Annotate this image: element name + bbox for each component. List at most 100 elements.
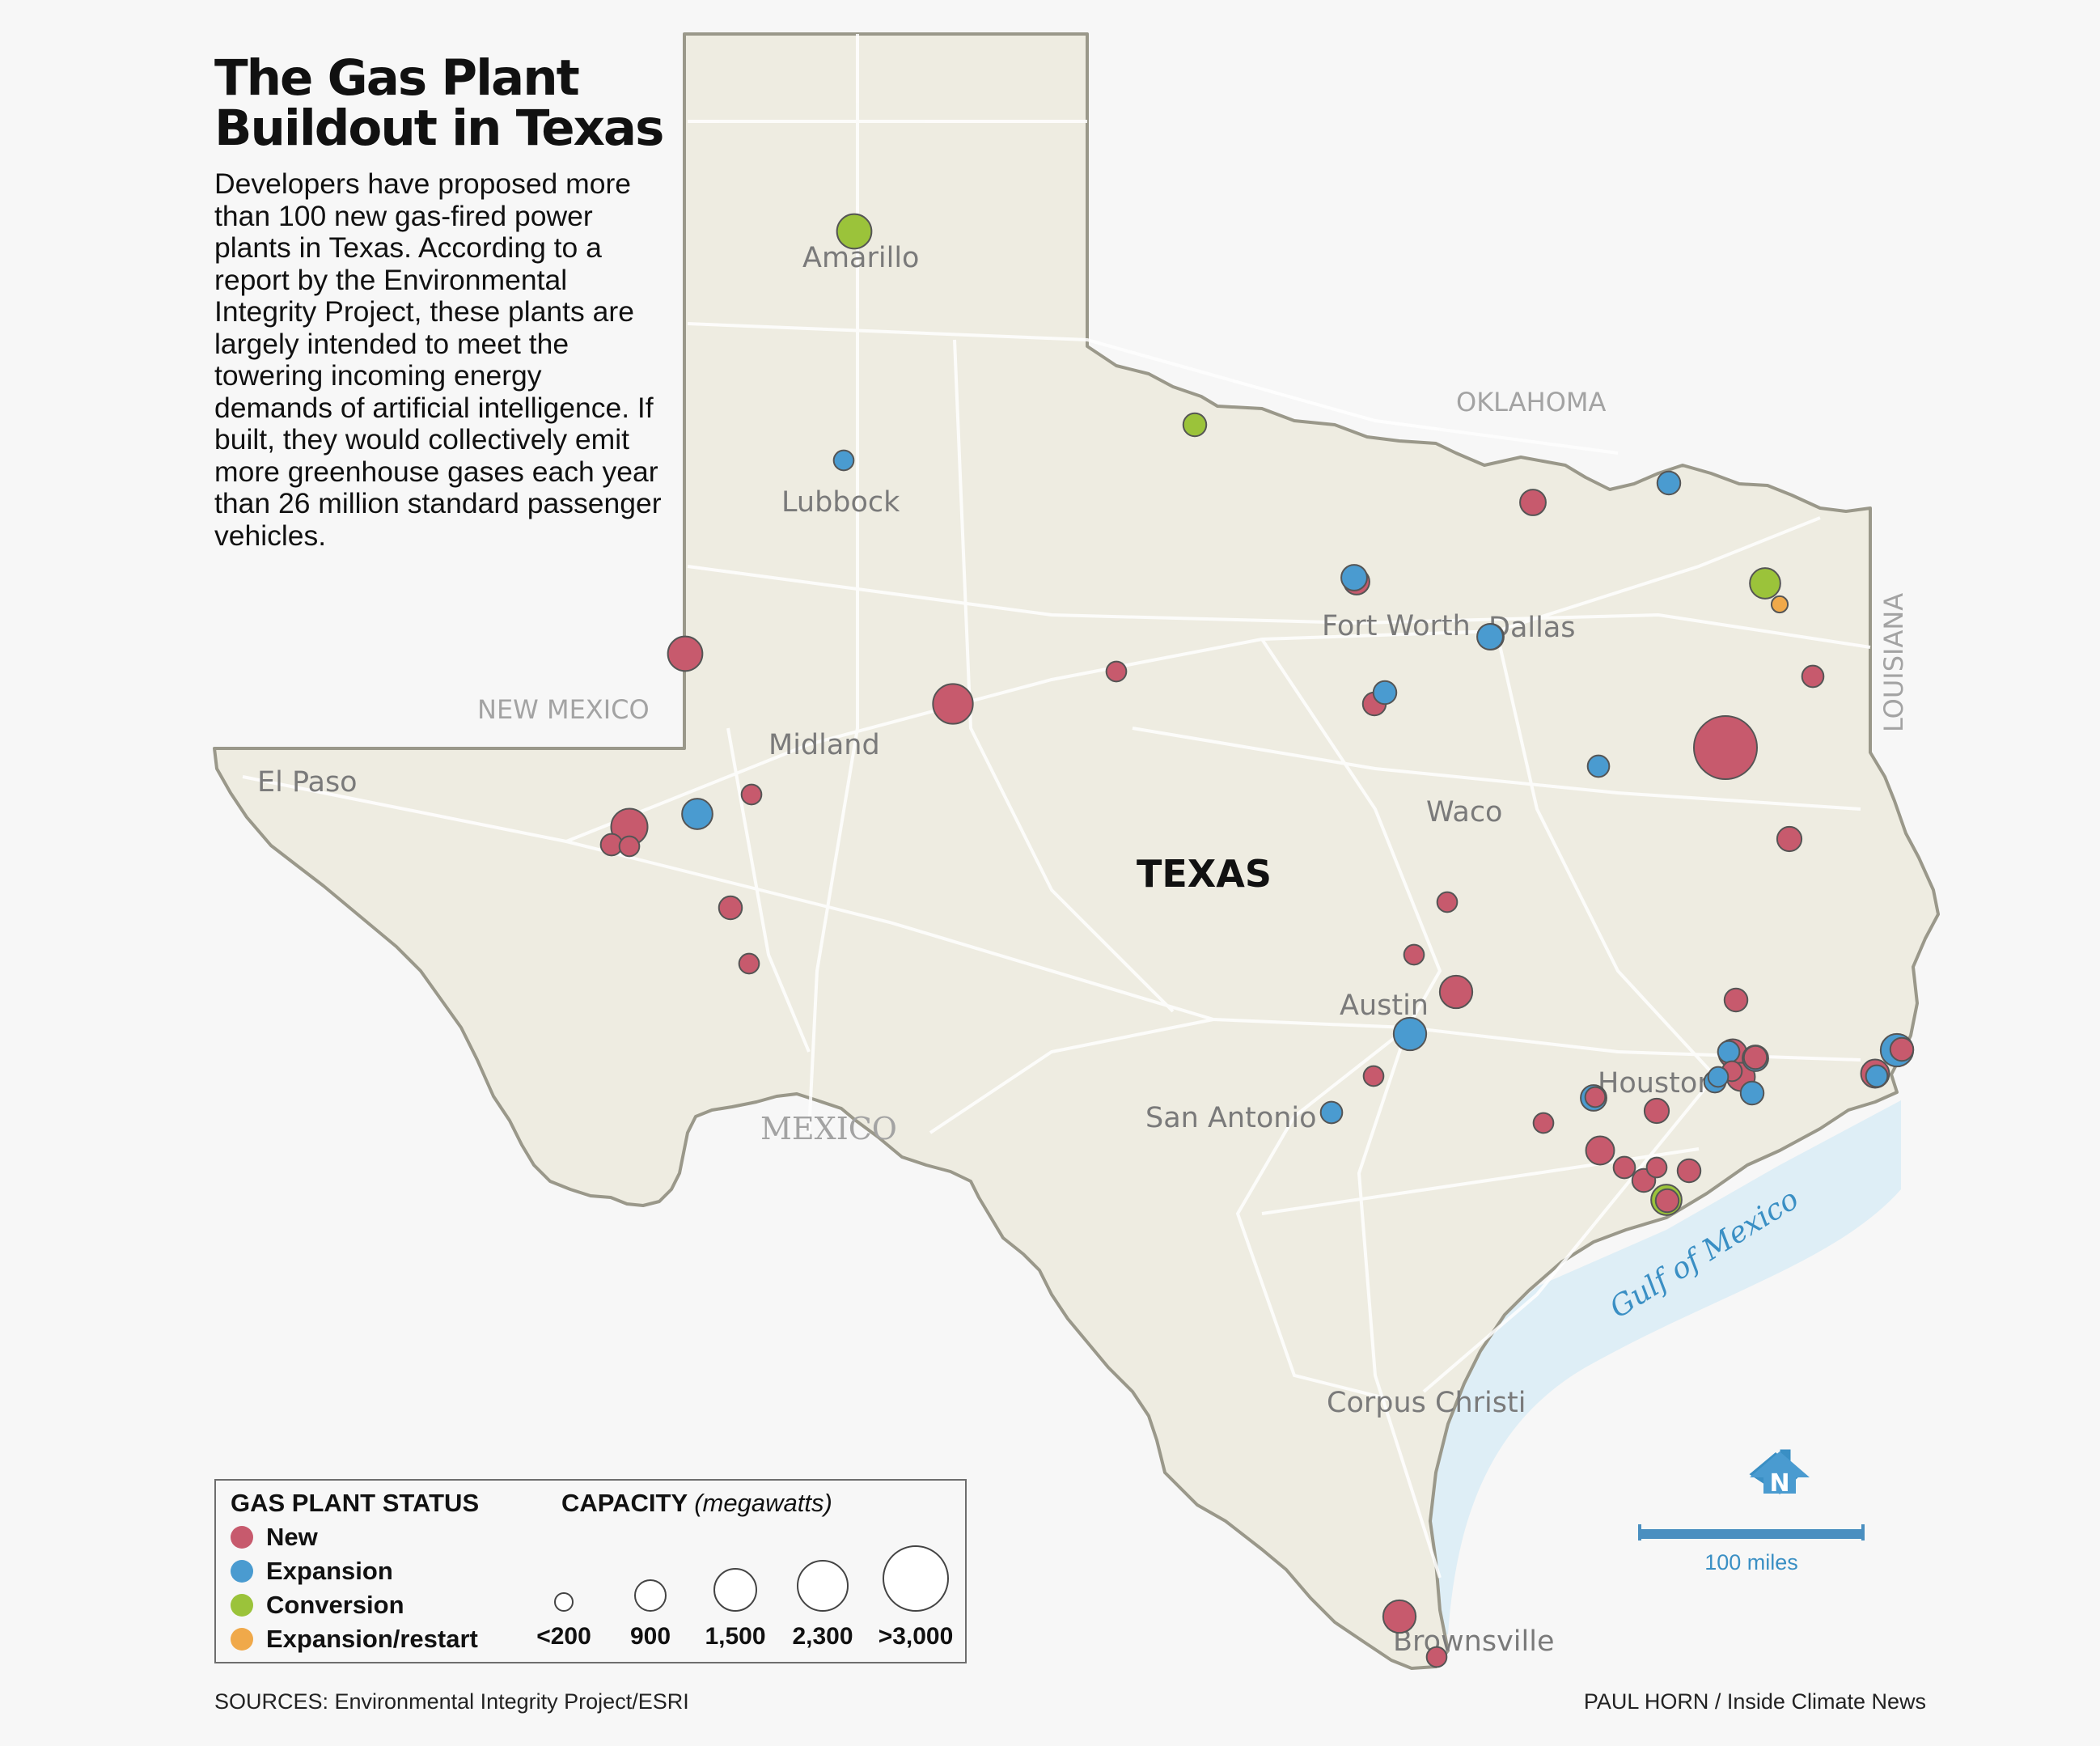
legend-size-label: 2,300 xyxy=(792,1623,853,1650)
plant-marker-new xyxy=(1643,1097,1670,1125)
legend-size-label: 1,500 xyxy=(705,1623,766,1650)
city-label-houston: Houston xyxy=(1598,1067,1715,1100)
plant-marker-new xyxy=(1676,1158,1702,1184)
legend-size-circle xyxy=(634,1579,667,1612)
plant-marker-new xyxy=(1105,660,1128,683)
legend-capacity-title: CAPACITY (megawatts) xyxy=(561,1489,832,1518)
road-network xyxy=(242,34,1871,1579)
state-label: TEXAS xyxy=(1137,852,1272,896)
plant-marker-expansion xyxy=(1656,470,1682,496)
legend-status-expansion: Expansion xyxy=(231,1557,393,1586)
plant-marker-new xyxy=(740,783,763,806)
legend-dot-conversion xyxy=(231,1594,253,1617)
legend-status-label: New xyxy=(266,1523,318,1551)
plant-marker-expansion xyxy=(1707,1066,1730,1088)
plant-marker-expansion xyxy=(1372,680,1398,706)
plant-marker-new xyxy=(1889,1036,1915,1062)
city-label-brownsville: Brownsville xyxy=(1393,1625,1555,1658)
sources-text: SOURCES: Environmental Integrity Project… xyxy=(214,1689,689,1714)
city-label-midland: Midland xyxy=(768,729,880,761)
legend-capacity-label: CAPACITY xyxy=(561,1489,688,1517)
plant-marker-expansion xyxy=(1586,754,1611,778)
legend-status-label: Expansion/restart xyxy=(266,1625,478,1653)
legend-status-conversion: Conversion xyxy=(231,1591,404,1620)
plant-marker-expansion xyxy=(1476,623,1504,651)
plant-marker-new xyxy=(1693,715,1758,780)
legend-status-new: New xyxy=(231,1523,318,1552)
legend-size-label: <200 xyxy=(536,1623,591,1650)
plant-marker-new xyxy=(1436,891,1459,913)
plant-marker-conversion xyxy=(836,213,873,250)
legend-size-circle xyxy=(554,1592,574,1612)
plant-marker-new xyxy=(1519,489,1547,516)
north-label: N xyxy=(1769,1469,1789,1498)
city-label-san-antonio: San Antonio xyxy=(1145,1102,1317,1134)
plant-marker-new xyxy=(1723,987,1749,1013)
plant-marker-new xyxy=(618,835,641,858)
plant-marker-expansion xyxy=(681,798,713,830)
plant-marker-expansion xyxy=(832,449,855,472)
legend-box: GAS PLANT STATUS New Expansion Conversio… xyxy=(214,1479,967,1663)
city-label-fort-worth: Fort Worth xyxy=(1322,610,1471,642)
plant-marker-expansion xyxy=(1340,564,1368,591)
plant-marker-new xyxy=(1362,1065,1385,1087)
neighbor-label-oklahoma: OKLAHOMA xyxy=(1456,387,1606,417)
plant-marker-new xyxy=(1584,1086,1607,1108)
neighbor-label-new-mexico: NEW MEXICO xyxy=(477,694,650,725)
plant-marker-new xyxy=(1645,1156,1668,1179)
plant-marker-new xyxy=(1382,1599,1417,1634)
plant-marker-new xyxy=(932,683,974,725)
plant-marker-new xyxy=(1776,825,1803,853)
plant-marker-new xyxy=(1425,1646,1448,1668)
legend-capacity-unit: (megawatts) xyxy=(694,1489,832,1517)
plant-marker-new xyxy=(667,635,704,672)
legend-capacity-sizes: <200 900 1,500 2,300 >3,000 xyxy=(536,1529,960,1659)
gulf-water xyxy=(1375,1100,1901,1651)
texas-state-shape xyxy=(213,32,1940,1670)
plant-marker-new xyxy=(718,895,743,921)
legend-size-circle xyxy=(797,1560,849,1612)
neighbor-label-mexico: MEXICO xyxy=(760,1111,897,1146)
legend-dot-expansion-restart xyxy=(231,1628,253,1651)
plant-marker-new xyxy=(1801,664,1825,689)
legend-dot-expansion xyxy=(231,1560,253,1583)
scale-bar: 100 miles xyxy=(1638,1524,1865,1574)
plant-marker-expansion xyxy=(1865,1064,1889,1088)
plant-marker-new xyxy=(1612,1155,1636,1180)
legend-dot-new xyxy=(231,1526,253,1549)
city-label-el-paso: El Paso xyxy=(257,766,358,799)
plant-marker-expansion-restart xyxy=(1770,595,1789,614)
legend-status-label: Expansion xyxy=(266,1557,393,1585)
plant-marker-expansion xyxy=(1392,1016,1428,1052)
plant-marker-new xyxy=(1654,1188,1680,1214)
legend-size-label: 900 xyxy=(629,1623,671,1650)
plant-marker-expansion xyxy=(1717,1040,1741,1064)
north-arrow-icon: N xyxy=(1749,1449,1810,1498)
neighbor-label-louisiana: LOUISIANA xyxy=(1878,593,1909,732)
scale-label: 100 miles xyxy=(1704,1550,1798,1574)
city-label-corpus-christi: Corpus Christi xyxy=(1327,1387,1526,1419)
credit-text: PAUL HORN / Inside Climate News xyxy=(1583,1689,1926,1714)
legend-status-label: Conversion xyxy=(266,1591,404,1619)
plant-marker-expansion xyxy=(1739,1080,1765,1106)
plant-marker-new xyxy=(1742,1045,1768,1070)
plant-marker-new xyxy=(1532,1112,1555,1134)
plant-marker-conversion xyxy=(1749,567,1781,600)
plant-marker-new xyxy=(1438,974,1474,1010)
plant-markers xyxy=(599,213,1915,1668)
city-label-austin: Austin xyxy=(1340,990,1429,1022)
legend-size-label: >3,000 xyxy=(878,1623,954,1650)
city-label-waco: Waco xyxy=(1426,796,1502,829)
plant-marker-expansion xyxy=(1319,1100,1344,1125)
plant-marker-conversion xyxy=(1182,412,1208,438)
city-label-lubbock: Lubbock xyxy=(781,486,900,519)
legend-status-title: GAS PLANT STATUS xyxy=(231,1489,480,1517)
map-title: The Gas Plant Buildout in Texas xyxy=(214,49,664,157)
legend-status-expansion-restart: Expansion/restart xyxy=(231,1625,478,1654)
legend-size-circle xyxy=(713,1568,757,1612)
intro-text: Developers have proposed more than 100 n… xyxy=(214,167,662,552)
plant-marker-new xyxy=(1585,1135,1615,1166)
legend-size-circle xyxy=(883,1545,949,1612)
plant-marker-new xyxy=(1403,943,1425,966)
